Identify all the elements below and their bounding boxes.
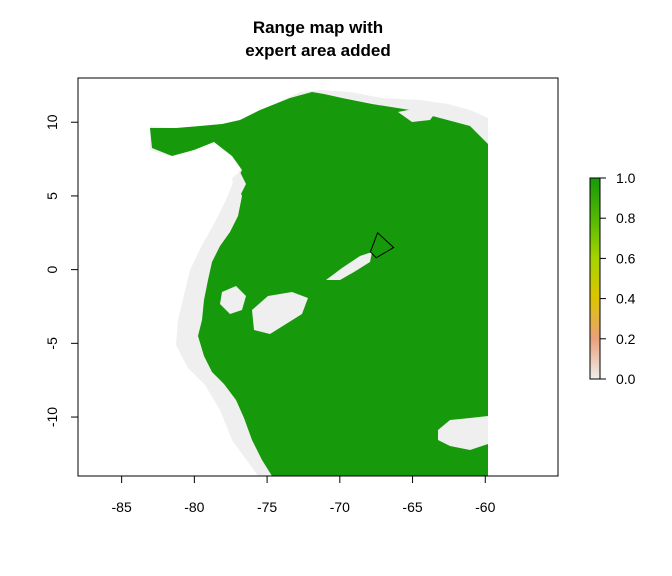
absence-patch-southeast <box>438 416 488 450</box>
legend-tick-label: 1.0 <box>616 170 636 186</box>
legend-tick-label: 0.0 <box>616 371 636 387</box>
absence-patch-caribbean <box>398 108 436 122</box>
expert-area-polygon <box>369 231 395 259</box>
x-tick-label: -75 <box>257 499 277 515</box>
x-tick-label: -60 <box>475 499 495 515</box>
x-tick-label: -70 <box>330 499 350 515</box>
legend-color-bar <box>589 177 601 380</box>
map-title-line-1: Range map with <box>252 18 384 37</box>
y-tick-label: 5 <box>44 192 60 200</box>
absence-patch-northwest <box>232 172 246 196</box>
color-legend: 1.0 0.8 0.6 0.4 0.2 0.0 <box>589 170 636 387</box>
x-tick-label: -65 <box>402 499 422 515</box>
legend-tick-label: 0.4 <box>616 291 636 307</box>
map-title-line-2: expert area added <box>245 41 391 60</box>
y-axis: 10 5 0 -5 -10 <box>44 114 79 427</box>
absence-patch-amazon-central <box>326 252 372 280</box>
x-tick-label: -80 <box>184 499 204 515</box>
absence-patch-andes <box>220 286 246 314</box>
land-raster <box>150 90 488 476</box>
x-tick-label: -85 <box>112 499 132 515</box>
y-tick-label: 10 <box>44 114 60 130</box>
legend-tick-label: 0.6 <box>616 250 636 266</box>
y-tick-label: 0 <box>44 266 60 274</box>
presence-area <box>150 92 488 476</box>
y-tick-label: -5 <box>44 337 60 350</box>
absence-patch-amazon-west <box>252 292 308 334</box>
y-tick-label: -10 <box>44 407 60 427</box>
x-axis: -85 -80 -75 -70 -65 -60 <box>112 475 496 515</box>
legend-tick-label: 0.8 <box>616 210 636 226</box>
legend-tick-label: 0.2 <box>616 331 636 347</box>
